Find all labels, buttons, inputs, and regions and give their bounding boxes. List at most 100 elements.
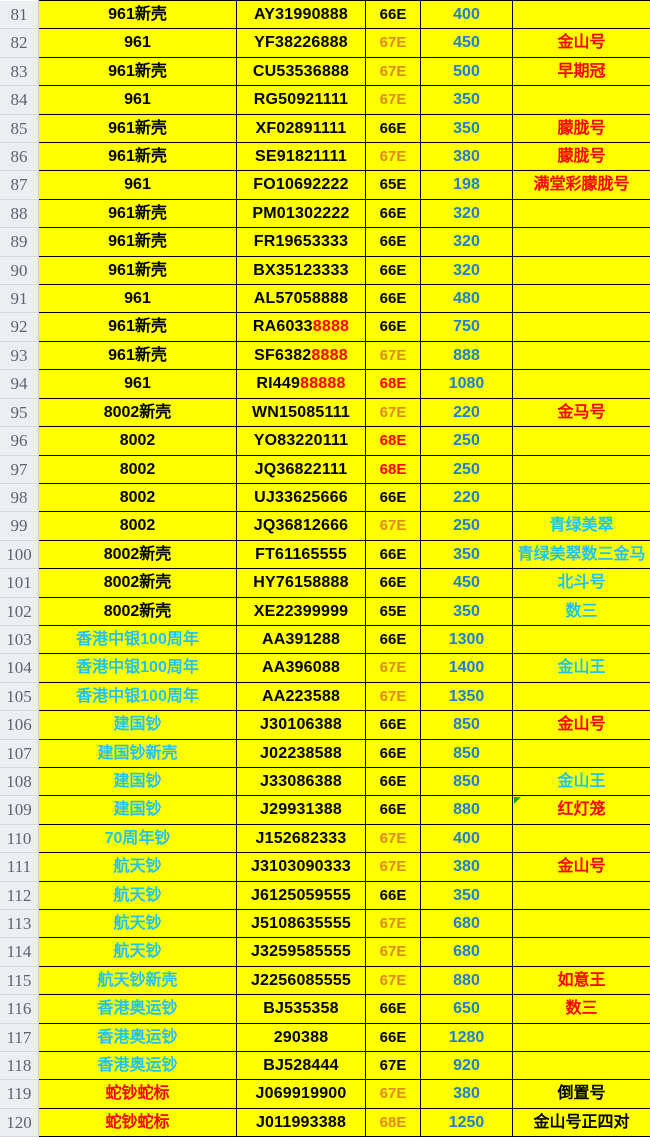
cell-serial-number[interactable]: J011993388: [237, 1108, 366, 1136]
cell-serial-number[interactable]: AA396088: [237, 654, 366, 682]
cell-serial-number[interactable]: RG50921111: [237, 86, 366, 114]
cell-note-name[interactable]: 961新壳: [39, 114, 237, 142]
cell-serial-number[interactable]: FR19653333: [237, 228, 366, 256]
row-header[interactable]: 118: [0, 1052, 39, 1080]
cell-grade[interactable]: 67E: [366, 398, 421, 426]
cell-remark[interactable]: [513, 625, 650, 653]
row-header[interactable]: 82: [0, 29, 39, 57]
cell-grade[interactable]: 66E: [366, 796, 421, 824]
cell-remark[interactable]: [513, 313, 650, 341]
cell-note-name[interactable]: 航天钞: [39, 881, 237, 909]
cell-remark[interactable]: [513, 427, 650, 455]
cell-remark[interactable]: [513, 1023, 650, 1051]
cell-serial-number[interactable]: UJ33625666: [237, 483, 366, 511]
cell-remark[interactable]: 北斗号: [513, 569, 650, 597]
cell-remark[interactable]: [513, 455, 650, 483]
cell-serial-number[interactable]: WN15085111: [237, 398, 366, 426]
cell-price[interactable]: 250: [421, 427, 513, 455]
cell-serial-number[interactable]: RA60338888: [237, 313, 366, 341]
row-header[interactable]: 93: [0, 341, 39, 369]
cell-price[interactable]: 320: [421, 256, 513, 284]
row-header[interactable]: 85: [0, 114, 39, 142]
cell-serial-number[interactable]: CU53536888: [237, 57, 366, 85]
cell-serial-number[interactable]: JQ36812666: [237, 512, 366, 540]
cell-serial-number[interactable]: FT61165555: [237, 540, 366, 568]
cell-remark[interactable]: 金山号正四对: [513, 1108, 650, 1136]
cell-serial-number[interactable]: PM01302222: [237, 199, 366, 227]
cell-grade[interactable]: 67E: [366, 853, 421, 881]
cell-price[interactable]: 880: [421, 966, 513, 994]
cell-note-name[interactable]: 8002新壳: [39, 398, 237, 426]
cell-serial-number[interactable]: J069919900: [237, 1080, 366, 1108]
row-header[interactable]: 90: [0, 256, 39, 284]
cell-grade[interactable]: 67E: [366, 1052, 421, 1080]
cell-remark[interactable]: [513, 341, 650, 369]
cell-grade[interactable]: 66E: [366, 625, 421, 653]
cell-remark[interactable]: [513, 881, 650, 909]
cell-serial-number[interactable]: BJ535358: [237, 995, 366, 1023]
cell-serial-number[interactable]: YO83220111: [237, 427, 366, 455]
cell-serial-number[interactable]: SE91821111: [237, 143, 366, 171]
cell-note-name[interactable]: 建国钞: [39, 796, 237, 824]
cell-serial-number[interactable]: JQ36822111: [237, 455, 366, 483]
row-header[interactable]: 104: [0, 654, 39, 682]
row-header[interactable]: 88: [0, 199, 39, 227]
cell-serial-number[interactable]: FO10692222: [237, 171, 366, 199]
cell-price[interactable]: 380: [421, 143, 513, 171]
cell-note-name[interactable]: 蛇钞蛇标: [39, 1080, 237, 1108]
cell-remark[interactable]: 早期冠: [513, 57, 650, 85]
cell-note-name[interactable]: 70周年钞: [39, 824, 237, 852]
row-header[interactable]: 83: [0, 57, 39, 85]
cell-grade[interactable]: 65E: [366, 171, 421, 199]
cell-price[interactable]: 1080: [421, 370, 513, 398]
cell-note-name[interactable]: 香港奥运钞: [39, 1052, 237, 1080]
cell-price[interactable]: 320: [421, 228, 513, 256]
cell-remark[interactable]: 数三: [513, 597, 650, 625]
cell-note-name[interactable]: 961: [39, 29, 237, 57]
cell-grade[interactable]: 66E: [366, 739, 421, 767]
cell-grade[interactable]: 67E: [366, 29, 421, 57]
cell-grade[interactable]: 66E: [366, 1, 421, 29]
cell-price[interactable]: 400: [421, 1, 513, 29]
cell-price[interactable]: 350: [421, 86, 513, 114]
cell-price[interactable]: 850: [421, 711, 513, 739]
row-header[interactable]: 84: [0, 86, 39, 114]
row-header[interactable]: 98: [0, 483, 39, 511]
cell-grade[interactable]: 66E: [366, 995, 421, 1023]
cell-serial-number[interactable]: J3259585555: [237, 938, 366, 966]
cell-remark[interactable]: [513, 256, 650, 284]
cell-note-name[interactable]: 航天钞: [39, 938, 237, 966]
row-header[interactable]: 119: [0, 1080, 39, 1108]
cell-serial-number[interactable]: J29931388: [237, 796, 366, 824]
cell-grade[interactable]: 66E: [366, 114, 421, 142]
row-header[interactable]: 109: [0, 796, 39, 824]
cell-serial-number[interactable]: BX35123333: [237, 256, 366, 284]
cell-grade[interactable]: 67E: [366, 938, 421, 966]
cell-price[interactable]: 480: [421, 285, 513, 313]
cell-note-name[interactable]: 香港中银100周年: [39, 682, 237, 710]
cell-remark[interactable]: 金山号: [513, 711, 650, 739]
row-header[interactable]: 92: [0, 313, 39, 341]
row-header[interactable]: 81: [0, 1, 39, 29]
cell-serial-number[interactable]: J5108635555: [237, 910, 366, 938]
cell-serial-number[interactable]: SF63828888: [237, 341, 366, 369]
cell-remark[interactable]: 金马号: [513, 398, 650, 426]
cell-grade[interactable]: 66E: [366, 1023, 421, 1051]
cell-note-name[interactable]: 961新壳: [39, 57, 237, 85]
cell-remark[interactable]: [513, 285, 650, 313]
row-header[interactable]: 110: [0, 824, 39, 852]
